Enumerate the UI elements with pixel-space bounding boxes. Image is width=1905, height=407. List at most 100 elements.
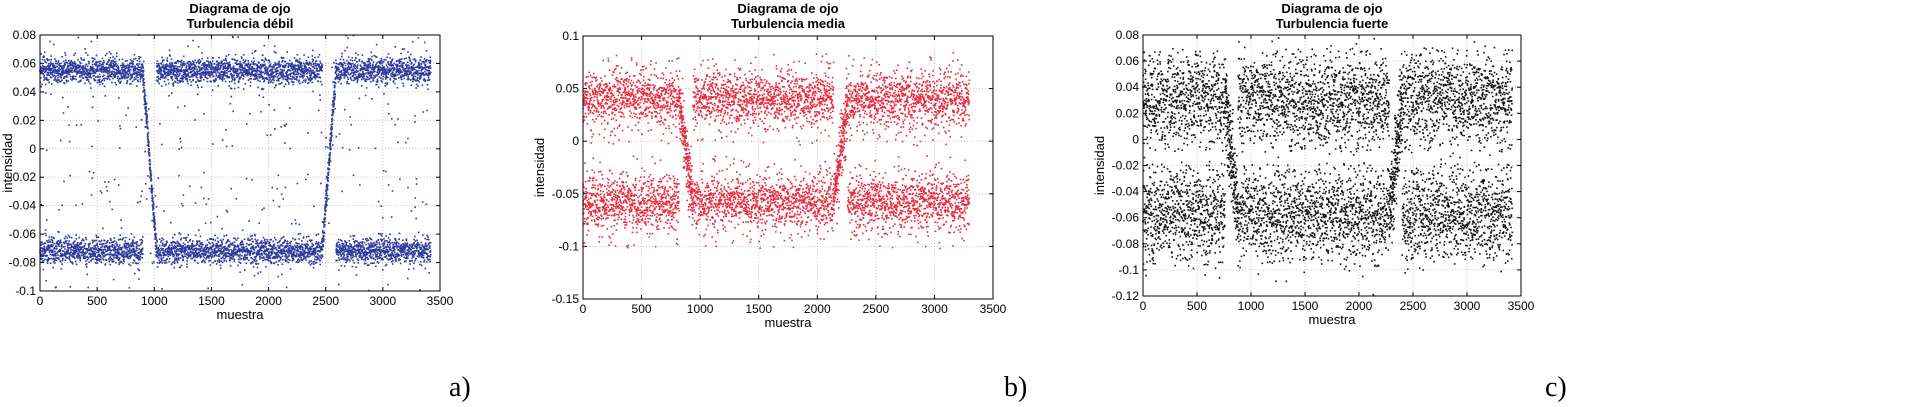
data-point [100,71,103,73]
data-point [48,246,51,248]
data-point [146,125,149,128]
data-point [63,77,66,79]
data-point [229,265,232,267]
data-point [199,248,202,250]
data-point [170,242,173,244]
data-point [207,62,210,64]
data-point [163,80,166,83]
data-point [245,254,247,257]
data-point [77,58,79,61]
data-point [247,239,249,241]
data-point [127,75,130,78]
data-point [142,60,145,63]
data-point [116,257,118,260]
data-point [209,63,211,66]
data-point [181,74,183,77]
data-point [88,261,91,263]
data-point [187,241,189,243]
data-point [71,246,73,248]
data-point [311,66,314,68]
x-tick-label: 500 [87,294,107,308]
data-point [261,88,263,91]
data-point [66,70,69,72]
data-point [166,71,169,73]
data-point [260,241,263,243]
data-point [271,252,274,255]
data-point [165,83,167,86]
data-point [79,65,82,68]
data-point [289,65,292,68]
data-point [173,262,176,265]
data-point [181,249,183,252]
data-point [121,72,124,74]
data-point [316,70,319,72]
data-point [75,238,78,240]
data-point [218,253,220,256]
data-point [304,251,306,254]
data-point [296,261,299,264]
data-point [158,72,160,75]
data-point [127,257,130,260]
data-point [141,247,144,250]
data-point [307,132,309,134]
data-point [285,63,288,65]
data-point [316,67,318,70]
data-point [317,258,320,260]
data-point [205,65,207,67]
data-point [222,71,225,73]
data-point [157,80,159,83]
data-point [184,71,186,74]
data-point [88,246,90,248]
data-point [236,59,239,62]
data-point [133,272,136,275]
data-point [321,241,324,244]
data-point [196,72,199,74]
data-point [113,260,115,263]
data-point [59,74,62,77]
data-point [155,248,157,250]
data-point [108,258,110,260]
data-point [204,248,206,251]
data-point [309,250,311,253]
data-point [63,254,66,257]
data-point [301,259,304,262]
data-point [201,242,203,244]
data-point [73,75,75,78]
data-point [66,237,68,239]
data-point [293,244,296,247]
data-point [199,256,202,259]
data-point [135,78,137,80]
data-point [181,247,184,250]
data-point [143,89,146,92]
data-point [318,53,321,56]
data-point [155,237,157,239]
data-point [281,69,283,71]
data-point [100,261,103,264]
data-point [271,72,273,74]
data-point [132,65,134,68]
data-point [272,257,274,260]
data-point [305,70,308,73]
data-point [304,67,306,70]
data-point [130,82,132,85]
data-point [91,255,94,257]
data-point [275,253,278,255]
data-point [80,243,82,245]
data-point [119,261,121,264]
data-point [276,256,279,258]
data-point [320,245,323,248]
data-point [233,246,236,249]
data-point [67,234,70,237]
data-point [321,64,324,66]
data-point [284,125,286,127]
data-point [212,261,214,264]
data-point [103,242,105,245]
data-point [94,252,96,255]
data-point [321,229,324,232]
data-point [245,59,247,62]
data-point [305,236,308,238]
data-point [98,240,100,243]
data-point [289,70,292,72]
data-point [112,62,115,65]
data-point [128,69,131,72]
